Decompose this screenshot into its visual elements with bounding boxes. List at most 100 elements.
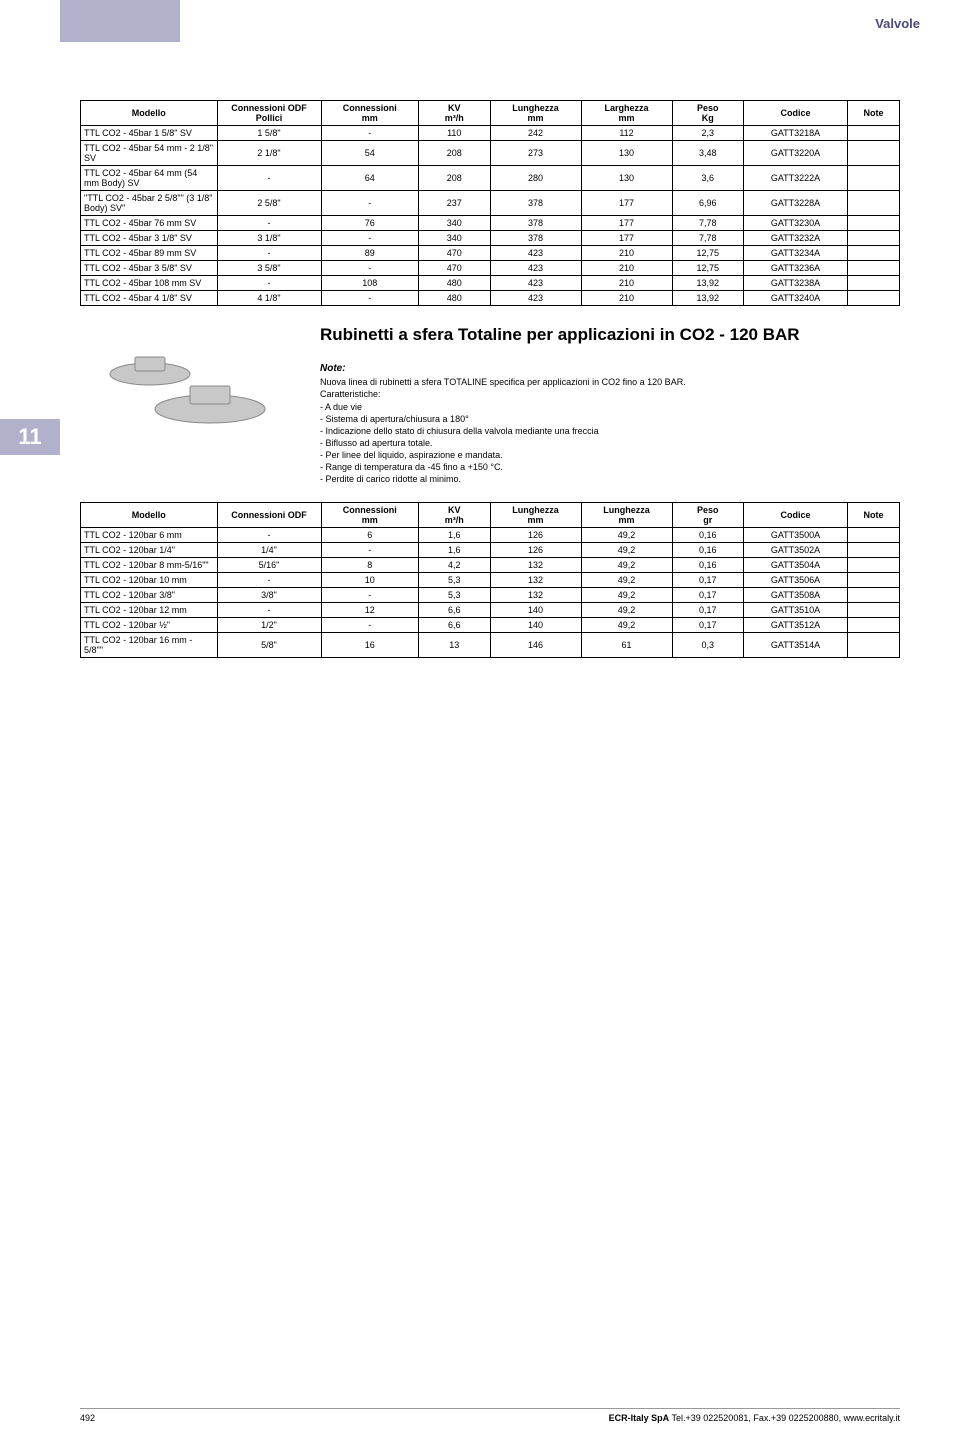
- table-cell: 2,3: [672, 126, 744, 141]
- product-image: [80, 324, 310, 454]
- table-cell: -: [321, 261, 419, 276]
- table-cell: -: [217, 216, 321, 231]
- table-cell: [848, 166, 900, 191]
- table-cell: 132: [490, 572, 581, 587]
- table-cell: GATT3512A: [744, 617, 848, 632]
- table-cell: GATT3232A: [744, 231, 848, 246]
- table-cell: 378: [490, 216, 581, 231]
- table-cell: 1/4": [217, 542, 321, 557]
- table-cell: 146: [490, 632, 581, 657]
- table-cell: 3 1/8": [217, 231, 321, 246]
- table-header-cell: Note: [848, 502, 900, 527]
- table-cell: 12,75: [672, 261, 744, 276]
- table-row: TTL CO2 - 120bar ½"1/2"-6,614049,20,17GA…: [81, 617, 900, 632]
- table-cell: -: [321, 291, 419, 306]
- table-header-cell: Connessionimm: [321, 101, 419, 126]
- table-cell: 3 5/8": [217, 261, 321, 276]
- table-cell: 8: [321, 557, 419, 572]
- table-cell: 10: [321, 572, 419, 587]
- table-header-cell: Connessioni ODF: [217, 502, 321, 527]
- table-cell: 49,2: [581, 602, 672, 617]
- table-row: TTL CO2 - 120bar 1/4"1/4"-1,612649,20,16…: [81, 542, 900, 557]
- table-cell: GATT3238A: [744, 276, 848, 291]
- table-cell: 5,3: [419, 572, 491, 587]
- table-cell: TTL CO2 - 120bar 12 mm: [81, 602, 218, 617]
- table-cell: -: [217, 166, 321, 191]
- table-cell: [848, 231, 900, 246]
- table-cell: 54: [321, 141, 419, 166]
- table-cell: GATT3500A: [744, 527, 848, 542]
- table-cell: 0,16: [672, 557, 744, 572]
- table-cell: -: [217, 276, 321, 291]
- table-120bar-head: ModelloConnessioni ODFConnessionimmKVm³/…: [81, 502, 900, 527]
- table-cell: 0,3: [672, 632, 744, 657]
- table-row: TTL CO2 - 45bar 89 mm SV-8947042321012,7…: [81, 246, 900, 261]
- table-cell: 237: [419, 191, 491, 216]
- table-cell: GATT3514A: [744, 632, 848, 657]
- note-line: - Per linee del liquido, aspirazione e m…: [320, 449, 900, 461]
- table-cell: 4 1/8": [217, 291, 321, 306]
- table-cell: 49,2: [581, 542, 672, 557]
- footer-company-name: ECR-Italy SpA: [609, 1413, 670, 1423]
- footer-company-info: ECR-Italy SpA Tel.+39 022520081, Fax.+39…: [609, 1413, 900, 1423]
- table-cell: 110: [419, 126, 491, 141]
- table-cell: [848, 542, 900, 557]
- table-cell: 16: [321, 632, 419, 657]
- table-cell: 49,2: [581, 572, 672, 587]
- table-cell: [848, 557, 900, 572]
- note-line: Caratteristiche:: [320, 388, 900, 400]
- table-cell: GATT3228A: [744, 191, 848, 216]
- table-header-cell: Lunghezzamm: [490, 502, 581, 527]
- table-cell: "TTL CO2 - 45bar 2 5/8"" (3 1/8" Body) S…: [81, 191, 218, 216]
- table-cell: 12,75: [672, 246, 744, 261]
- table-cell: 480: [419, 276, 491, 291]
- table-header-cell: Connessioni ODFPollici: [217, 101, 321, 126]
- note-line: - Sistema di apertura/chiusura a 180°: [320, 413, 900, 425]
- table-cell: 0,17: [672, 587, 744, 602]
- table-cell: 1/2": [217, 617, 321, 632]
- table-cell: 49,2: [581, 557, 672, 572]
- footer-contact: Tel.+39 022520081, Fax.+39 0225200880, w…: [669, 1413, 900, 1423]
- table-cell: TTL CO2 - 120bar 6 mm: [81, 527, 218, 542]
- table-cell: 242: [490, 126, 581, 141]
- table-cell: 378: [490, 191, 581, 216]
- table-cell: -: [321, 617, 419, 632]
- table-header-cell: Note: [848, 101, 900, 126]
- table-cell: 0,17: [672, 617, 744, 632]
- table-cell: 3,6: [672, 166, 744, 191]
- table-120bar: ModelloConnessioni ODFConnessionimmKVm³/…: [80, 502, 900, 658]
- table-cell: 130: [581, 166, 672, 191]
- table-cell: GATT3218A: [744, 126, 848, 141]
- table-cell: 177: [581, 216, 672, 231]
- table-cell: GATT3220A: [744, 141, 848, 166]
- table-cell: GATT3240A: [744, 291, 848, 306]
- table-cell: 0,16: [672, 527, 744, 542]
- table-cell: TTL CO2 - 120bar 10 mm: [81, 572, 218, 587]
- table-cell: 6: [321, 527, 419, 542]
- table-cell: [848, 191, 900, 216]
- table-cell: TTL CO2 - 45bar 3 1/8" SV: [81, 231, 218, 246]
- table-cell: GATT3234A: [744, 246, 848, 261]
- table-cell: 470: [419, 261, 491, 276]
- table-cell: 130: [581, 141, 672, 166]
- table-cell: -: [321, 542, 419, 557]
- table-header-cell: Codice: [744, 502, 848, 527]
- table-cell: [848, 141, 900, 166]
- table-cell: 340: [419, 216, 491, 231]
- table-header-cell: Codice: [744, 101, 848, 126]
- table-cell: TTL CO2 - 45bar 108 mm SV: [81, 276, 218, 291]
- table-cell: [848, 291, 900, 306]
- table-cell: 273: [490, 141, 581, 166]
- table-cell: 1,6: [419, 542, 491, 557]
- table-cell: 13,92: [672, 276, 744, 291]
- table-cell: GATT3230A: [744, 216, 848, 231]
- table-cell: 3,48: [672, 141, 744, 166]
- table-cell: 2 5/8": [217, 191, 321, 216]
- table-cell: 64: [321, 166, 419, 191]
- table-cell: 208: [419, 166, 491, 191]
- table-120bar-body: TTL CO2 - 120bar 6 mm-61,612649,20,16GAT…: [81, 527, 900, 657]
- table-cell: 423: [490, 291, 581, 306]
- table-cell: 177: [581, 191, 672, 216]
- note-line: - Range di temperatura da -45 fino a +15…: [320, 461, 900, 473]
- table-header-cell: Lunghezzamm: [490, 101, 581, 126]
